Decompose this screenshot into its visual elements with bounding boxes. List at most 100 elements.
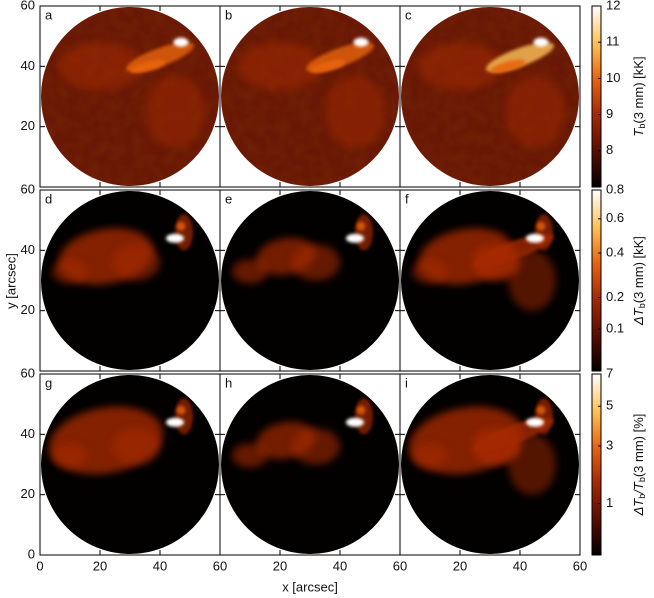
solar-feature: [176, 221, 186, 231]
colorbar-tick-label: 5: [606, 398, 613, 413]
panel-label: e: [225, 191, 232, 206]
label-part: ΔT: [631, 498, 646, 517]
x-tick-label: 40: [513, 558, 527, 573]
solar-image: [41, 7, 219, 186]
solar-feature: [508, 434, 556, 495]
x-tick-label: 60: [393, 558, 407, 573]
label-subscript: b: [637, 477, 647, 482]
solar-feature: [526, 417, 544, 427]
panel-frame: [399, 189, 581, 372]
solar-feature: [166, 233, 184, 243]
x-tick-label: 20: [273, 558, 287, 573]
x-tick-label: 20: [453, 558, 467, 573]
panel-label: b: [225, 7, 232, 22]
panel-label: a: [45, 7, 53, 22]
solar-feature: [310, 59, 346, 73]
solar-feature: [505, 75, 565, 148]
solar-image: [401, 7, 579, 186]
solar-feature: [199, 521, 211, 540]
x-tick-label: 60: [573, 558, 587, 573]
solar-feature: [52, 259, 88, 284]
solar-feature: [490, 59, 526, 73]
colorbar-label: Tb(3 mm) [kK]: [631, 56, 647, 136]
solar-feature: [355, 398, 373, 435]
solar-feature: [325, 75, 385, 148]
colorbar-tick-label: 10: [606, 70, 620, 85]
colorbar-tick-label: 11: [606, 34, 620, 49]
colorbar-label: ΔTb/Tb(3 mm) [%]: [631, 414, 647, 517]
label-part: (3 mm) [%]: [631, 414, 646, 478]
label-subscript: b: [637, 494, 647, 499]
solar-feature: [58, 42, 142, 91]
solar-feature: [145, 75, 205, 148]
solar-feature: [412, 443, 448, 468]
solar-feature: [292, 244, 340, 281]
solar-feature: [166, 417, 184, 427]
colorbar: [591, 5, 602, 188]
label-part: T: [631, 128, 646, 137]
y-tick-label: 40: [21, 426, 35, 441]
solar-feature: [412, 259, 448, 284]
y-tick-label: 0: [28, 546, 35, 561]
colorbar-tick-label: 9: [606, 106, 613, 121]
label-part: (3 mm) [kK]: [631, 56, 646, 123]
solar-feature: [526, 233, 544, 243]
solar-feature: [355, 214, 373, 251]
colorbar-tick-label: 1: [606, 495, 613, 510]
label-subscript: b: [637, 303, 647, 308]
solar-feature: [112, 244, 160, 281]
solar-feature: [353, 37, 369, 47]
x-tick-label: 40: [333, 558, 347, 573]
solar-feature: [379, 337, 391, 356]
x-tick-label: 0: [36, 558, 43, 573]
colorbar-tick-label: 0.2: [606, 289, 624, 304]
colorbar-tick-label: 12: [606, 0, 620, 12]
colorbar-tick-label: 0.6: [606, 210, 624, 225]
label-subscript: b: [637, 124, 647, 129]
panel-label: h: [225, 375, 232, 390]
colorbar-tick-label: 8: [606, 142, 613, 157]
solar-feature: [238, 42, 322, 91]
solar-feature: [418, 42, 502, 91]
solar-feature: [176, 405, 186, 415]
solar-feature: [232, 443, 268, 468]
x-axis-label: x [arcsec]: [282, 579, 338, 594]
solar-feature: [508, 250, 556, 311]
solar-feature: [559, 337, 571, 356]
solar-image: [401, 191, 579, 370]
solar-feature: [535, 214, 553, 251]
y-tick-label: 40: [21, 58, 35, 73]
solar-image: [221, 191, 399, 370]
panel-frame: [399, 5, 581, 188]
panel-label: g: [45, 375, 52, 390]
y-tick-label: 20: [21, 302, 35, 317]
solar-feature: [346, 417, 364, 427]
solar-feature: [535, 398, 553, 435]
y-tick-label: 60: [21, 181, 35, 196]
solar-feature: [533, 37, 549, 47]
x-tick-label: 40: [153, 558, 167, 573]
solar-feature: [175, 398, 193, 435]
panel-label: f: [405, 191, 409, 206]
solar-image: [41, 191, 219, 370]
label-part: /T: [631, 481, 646, 495]
solar-feature: [52, 443, 88, 468]
y-tick-label: 40: [21, 242, 35, 257]
label-part: ΔT: [631, 307, 646, 326]
y-tick-label: 20: [21, 118, 35, 133]
panel-frame: [399, 373, 581, 556]
x-tick-label: 20: [93, 558, 107, 573]
solar-feature: [346, 233, 364, 243]
solar-feature: [175, 214, 193, 251]
solar-feature: [379, 521, 391, 540]
colorbar-tick-label: 3: [606, 437, 613, 452]
solar-image: [221, 7, 399, 186]
solar-feature: [536, 221, 546, 231]
solar-feature: [199, 337, 211, 356]
solar-feature: [356, 221, 366, 231]
solar-feature: [112, 428, 160, 465]
solar-feature: [536, 405, 546, 415]
solar-feature: [559, 521, 571, 540]
solar-image: [221, 375, 399, 554]
